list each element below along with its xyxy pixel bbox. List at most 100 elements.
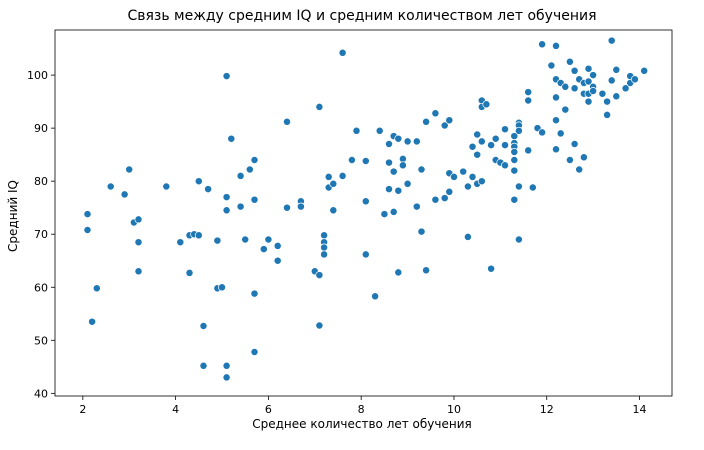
- y-tick-label: 90: [34, 122, 48, 135]
- data-point: [296, 202, 305, 211]
- data-point: [473, 150, 482, 159]
- chart-title: Связь между средним IQ и средним количес…: [127, 8, 596, 24]
- data-point: [338, 171, 347, 180]
- data-point: [320, 250, 329, 259]
- data-point: [283, 117, 291, 126]
- data-point: [561, 82, 570, 91]
- data-point: [487, 141, 496, 150]
- data-point: [445, 187, 454, 196]
- data-point: [88, 317, 97, 326]
- data-point: [510, 156, 519, 164]
- data-point: [394, 268, 403, 277]
- data-point: [273, 256, 282, 265]
- data-point: [607, 76, 616, 85]
- data-point: [199, 361, 208, 370]
- data-point: [491, 134, 500, 143]
- data-point: [575, 165, 584, 174]
- data-point: [273, 241, 282, 250]
- data-point: [468, 172, 477, 181]
- data-point: [589, 71, 598, 80]
- data-point: [329, 206, 338, 215]
- data-point: [324, 172, 333, 181]
- plot-area: 2 4 6 8 10 12 14 40 50 60 70 80 90 100: [27, 29, 673, 416]
- data-point: [598, 89, 607, 98]
- x-axis-label: Среднее количество лет обучения: [252, 417, 472, 431]
- data-point: [92, 284, 101, 293]
- data-point: [514, 126, 523, 135]
- data-point: [514, 235, 523, 244]
- data-point: [250, 195, 259, 204]
- data-point: [538, 40, 547, 49]
- data-point: [640, 66, 649, 75]
- data-point: [584, 77, 593, 86]
- data-point: [445, 116, 454, 125]
- data-point: [528, 183, 537, 192]
- data-point: [584, 97, 593, 106]
- x-tick-label: 12: [540, 403, 554, 416]
- x-tick-label: 4: [172, 403, 179, 416]
- data-point: [412, 202, 421, 211]
- y-tick-label: 100: [27, 69, 48, 82]
- data-point: [241, 235, 250, 244]
- data-point: [612, 65, 621, 74]
- data-point: [125, 165, 134, 174]
- data-point: [524, 88, 533, 97]
- data-point: [417, 227, 426, 236]
- data-point: [570, 140, 579, 148]
- data-point: [385, 185, 393, 194]
- data-point: [236, 202, 245, 211]
- data-point: [185, 268, 194, 277]
- x-tick-label: 10: [447, 403, 461, 416]
- data-point: [552, 93, 560, 102]
- data-point: [83, 210, 92, 219]
- data-point: [394, 134, 403, 143]
- data-point: [329, 179, 338, 188]
- data-point: [83, 226, 92, 234]
- x-tick-label: 2: [79, 403, 86, 416]
- data-point: [403, 137, 412, 146]
- data-point: [134, 238, 143, 247]
- data-point: [250, 348, 259, 356]
- data-point: [403, 179, 412, 188]
- y-tick-label: 40: [34, 387, 48, 400]
- data-point: [473, 130, 482, 139]
- data-point: [570, 66, 579, 75]
- data-point: [385, 140, 393, 148]
- data-point: [315, 321, 324, 330]
- data-point: [422, 266, 431, 275]
- data-point: [440, 194, 449, 203]
- data-point: [477, 137, 486, 146]
- data-point: [361, 157, 370, 165]
- data-point: [501, 125, 509, 134]
- data-point: [510, 195, 519, 204]
- y-tick-label: 70: [34, 228, 48, 241]
- data-point: [134, 267, 143, 276]
- data-point: [463, 182, 472, 191]
- data-point: [538, 128, 547, 137]
- data-point: [338, 48, 347, 57]
- data-point: [412, 137, 421, 146]
- data-point: [468, 142, 477, 151]
- data-point: [584, 64, 593, 73]
- data-point: [176, 238, 185, 247]
- data-point: [106, 182, 115, 191]
- data-point: [552, 116, 560, 125]
- data-point: [320, 243, 329, 252]
- data-point: [315, 271, 324, 280]
- data-point: [524, 146, 533, 155]
- data-point: [222, 206, 231, 215]
- data-point: [218, 283, 226, 292]
- data-point: [431, 109, 440, 118]
- data-point: [120, 190, 129, 199]
- data-point: [552, 41, 560, 50]
- data-point: [236, 171, 245, 180]
- data-point: [250, 156, 259, 164]
- data-point: [440, 121, 449, 130]
- data-point: [347, 156, 356, 164]
- data-point: [477, 177, 486, 186]
- data-point: [222, 193, 231, 202]
- data-point: [510, 166, 519, 175]
- data-point: [570, 84, 579, 93]
- data-point: [621, 84, 630, 93]
